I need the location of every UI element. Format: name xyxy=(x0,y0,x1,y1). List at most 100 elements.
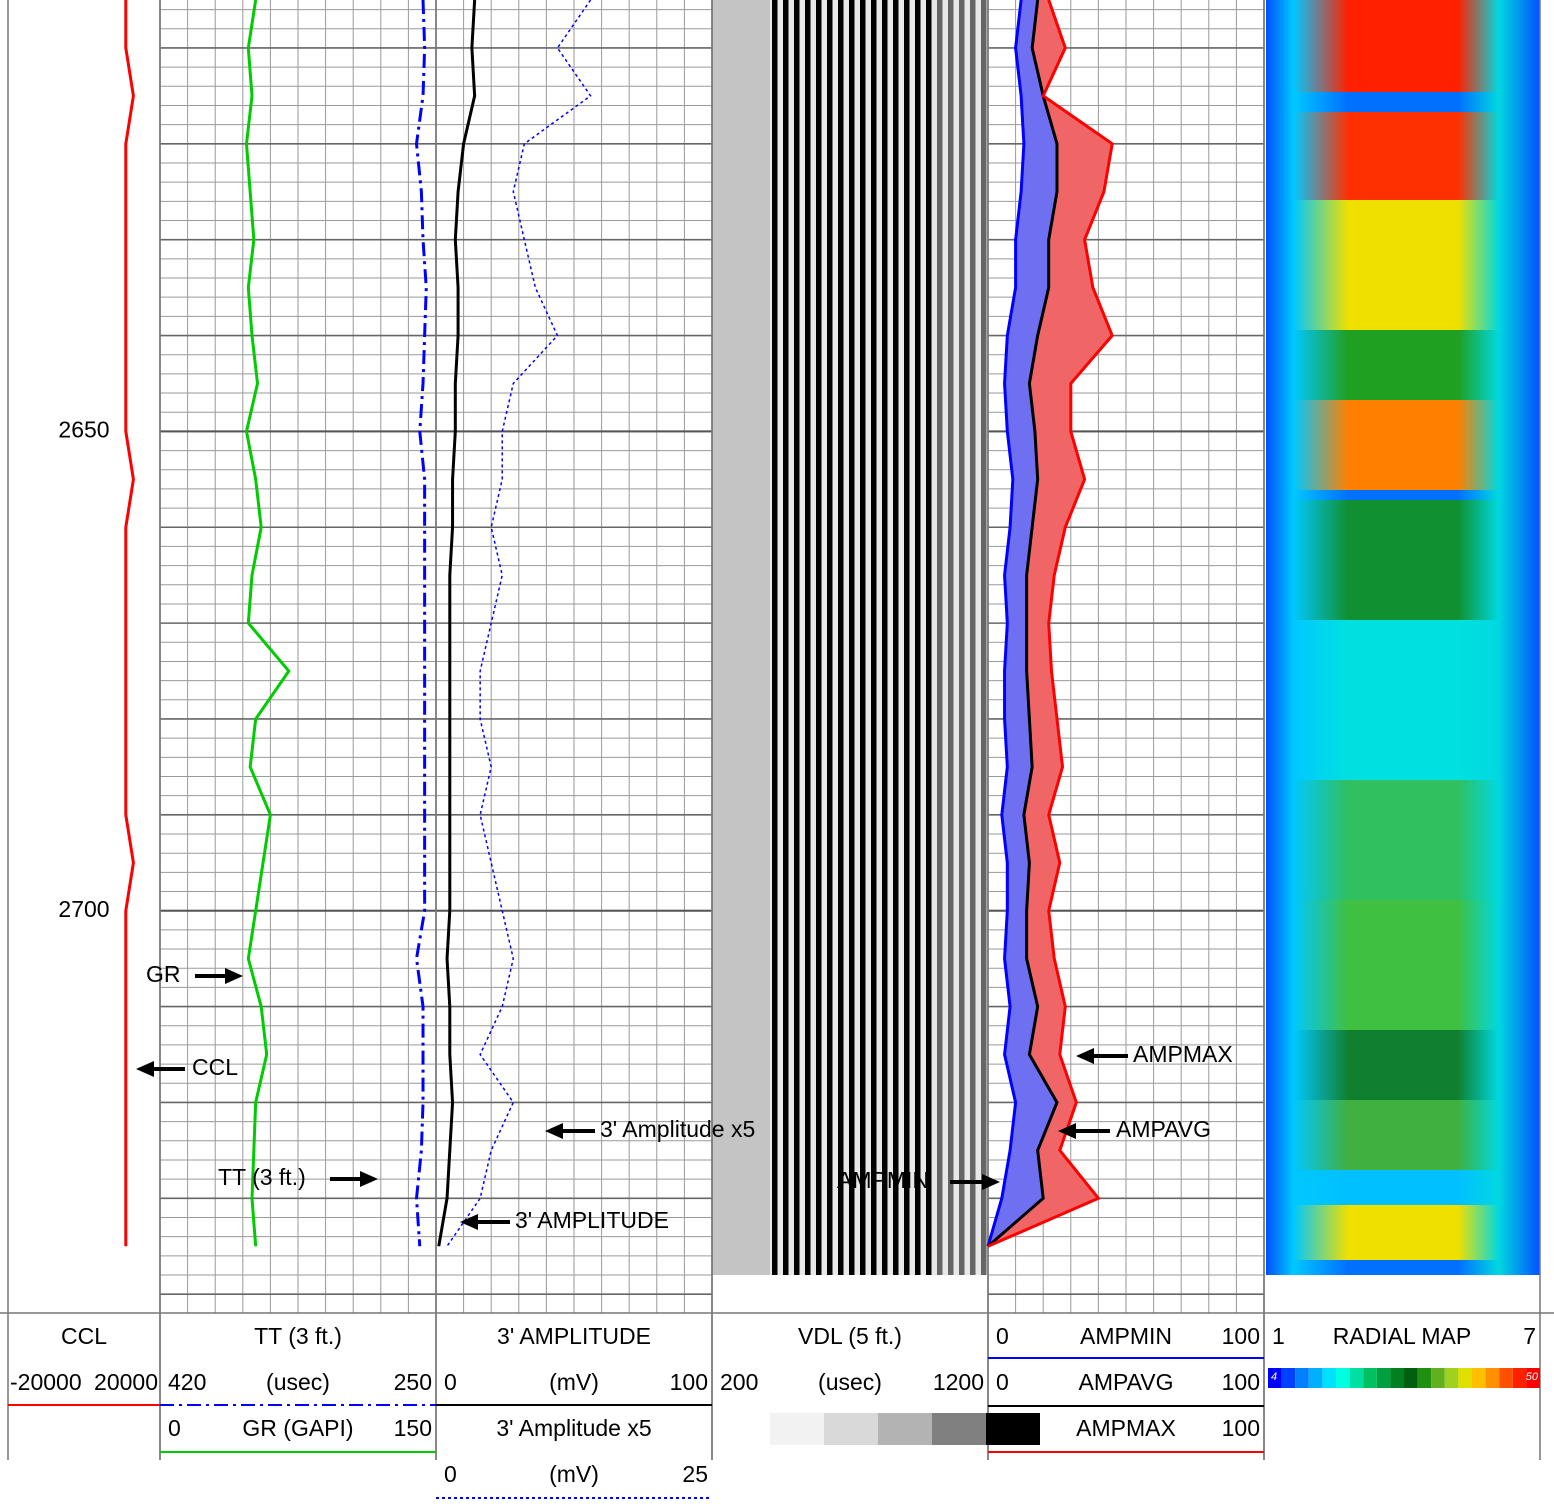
header-label: 3' AMPLITUDE xyxy=(497,1323,651,1349)
colorbar-step xyxy=(1444,1368,1459,1388)
curve xyxy=(987,0,1114,1248)
scale-max: 250 xyxy=(394,1369,432,1395)
curve xyxy=(437,0,477,1247)
colorbar-step xyxy=(1512,1368,1527,1388)
radial-band xyxy=(1266,92,1540,112)
vdl-stripe xyxy=(838,0,844,1275)
vdl-scale-step xyxy=(932,1413,986,1445)
annotation: GR xyxy=(146,961,181,987)
arrow-head xyxy=(136,1061,154,1077)
depth-label: 2700 xyxy=(58,896,109,922)
curve xyxy=(415,0,428,1247)
arrow-head xyxy=(360,1171,378,1187)
radial-band xyxy=(1266,200,1540,330)
header-label: (usec) xyxy=(818,1369,882,1395)
scale-max: 100 xyxy=(1222,1323,1260,1349)
colorbar-step xyxy=(1485,1368,1500,1388)
scale-min: 0 xyxy=(996,1323,1009,1349)
colorbar-step xyxy=(1417,1368,1432,1388)
radial-band xyxy=(1266,1170,1540,1205)
depth-label: 2650 xyxy=(58,416,109,442)
vdl-stripe xyxy=(805,0,811,1275)
vdl-stripe xyxy=(970,0,976,1275)
annotation: 3' AMPLITUDE xyxy=(515,1207,669,1233)
amplitude-fill xyxy=(988,0,1057,1247)
scale-max: 100 xyxy=(1222,1369,1260,1395)
radial-band xyxy=(1266,0,1540,92)
colorbar-label: 4 xyxy=(1271,1371,1277,1383)
arrow-head xyxy=(982,1174,1000,1190)
vdl-scale-step xyxy=(986,1413,1040,1445)
radial-band xyxy=(1266,112,1540,200)
scale-max: 150 xyxy=(394,1415,432,1441)
scale-min: 200 xyxy=(720,1369,758,1395)
radial-band xyxy=(1266,1100,1540,1170)
colorbar-step xyxy=(1349,1368,1364,1388)
scale-max: 20000 xyxy=(94,1369,158,1395)
radial-band xyxy=(1266,900,1540,1030)
annotation: AMPMAX xyxy=(1133,1041,1233,1067)
vdl-stripe xyxy=(816,0,822,1275)
vdl-stripe xyxy=(915,0,921,1275)
radial-band xyxy=(1266,1030,1540,1100)
colorbar-step xyxy=(1390,1368,1404,1388)
vdl-scale-step xyxy=(824,1413,878,1445)
radial-band xyxy=(1266,1205,1540,1260)
colorbar-step xyxy=(1281,1368,1296,1388)
scale-max: 100 xyxy=(1222,1415,1260,1441)
colorbar-step xyxy=(1308,1368,1323,1388)
arrow-head xyxy=(1058,1123,1076,1139)
header-label: (usec) xyxy=(266,1369,330,1395)
arrow-head xyxy=(460,1214,478,1230)
curve xyxy=(124,0,135,1247)
scale-min: 0 xyxy=(444,1369,457,1395)
header-label: (mV) xyxy=(549,1369,599,1395)
amplitude-fill xyxy=(988,0,1113,1247)
scale-max: 1200 xyxy=(933,1369,984,1395)
curve xyxy=(244,0,291,1247)
radial-band xyxy=(1266,500,1540,620)
colorbar-step xyxy=(1295,1368,1309,1388)
annotation: CCL xyxy=(192,1054,238,1080)
vdl-stripe xyxy=(849,0,855,1275)
radial-band xyxy=(1266,490,1540,500)
header-label: AMPMIN xyxy=(1080,1323,1172,1349)
curve xyxy=(987,0,1059,1248)
colorbar-step xyxy=(1268,1368,1282,1388)
colorbar-step xyxy=(1526,1368,1540,1388)
vdl-stripe xyxy=(794,0,800,1275)
colorbar-label: 50 xyxy=(1526,1371,1539,1383)
scale-max: 100 xyxy=(670,1369,708,1395)
vdl-stripe xyxy=(893,0,899,1275)
colorbar-step xyxy=(1404,1368,1418,1388)
annotation: TT (3 ft.) xyxy=(218,1164,306,1190)
arrow-head xyxy=(225,968,243,984)
scale-min: 0 xyxy=(444,1461,457,1487)
header-label: RADIAL MAP xyxy=(1333,1323,1471,1349)
vdl-stripe xyxy=(783,0,789,1275)
vdl-stripe xyxy=(981,0,987,1275)
radial-band xyxy=(1266,330,1540,400)
vdl-stripe xyxy=(959,0,965,1275)
vdl-stripe xyxy=(860,0,866,1275)
header-label: CCL xyxy=(61,1323,107,1349)
scale-min: 0 xyxy=(996,1415,1009,1441)
header-label: 3' Amplitude x5 xyxy=(496,1415,651,1441)
vdl-stripe xyxy=(904,0,910,1275)
annotation: 3' Amplitude x5 xyxy=(600,1116,755,1142)
scale-min: 1 xyxy=(1272,1323,1285,1349)
colorbar-step xyxy=(1458,1368,1472,1388)
vdl-stripe xyxy=(882,0,888,1275)
vdl-stripe xyxy=(871,0,877,1275)
colorbar-step xyxy=(1376,1368,1391,1388)
header-label: VDL (5 ft.) xyxy=(798,1323,902,1349)
vdl-stripe xyxy=(926,0,932,1275)
radial-band xyxy=(1266,780,1540,900)
scale-min: 0 xyxy=(996,1369,1009,1395)
curve xyxy=(986,0,1026,1247)
vdl-scale-step xyxy=(878,1413,932,1445)
scale-min: 420 xyxy=(168,1369,206,1395)
curve xyxy=(446,0,592,1247)
annotation: AMPMIN xyxy=(837,1167,929,1193)
